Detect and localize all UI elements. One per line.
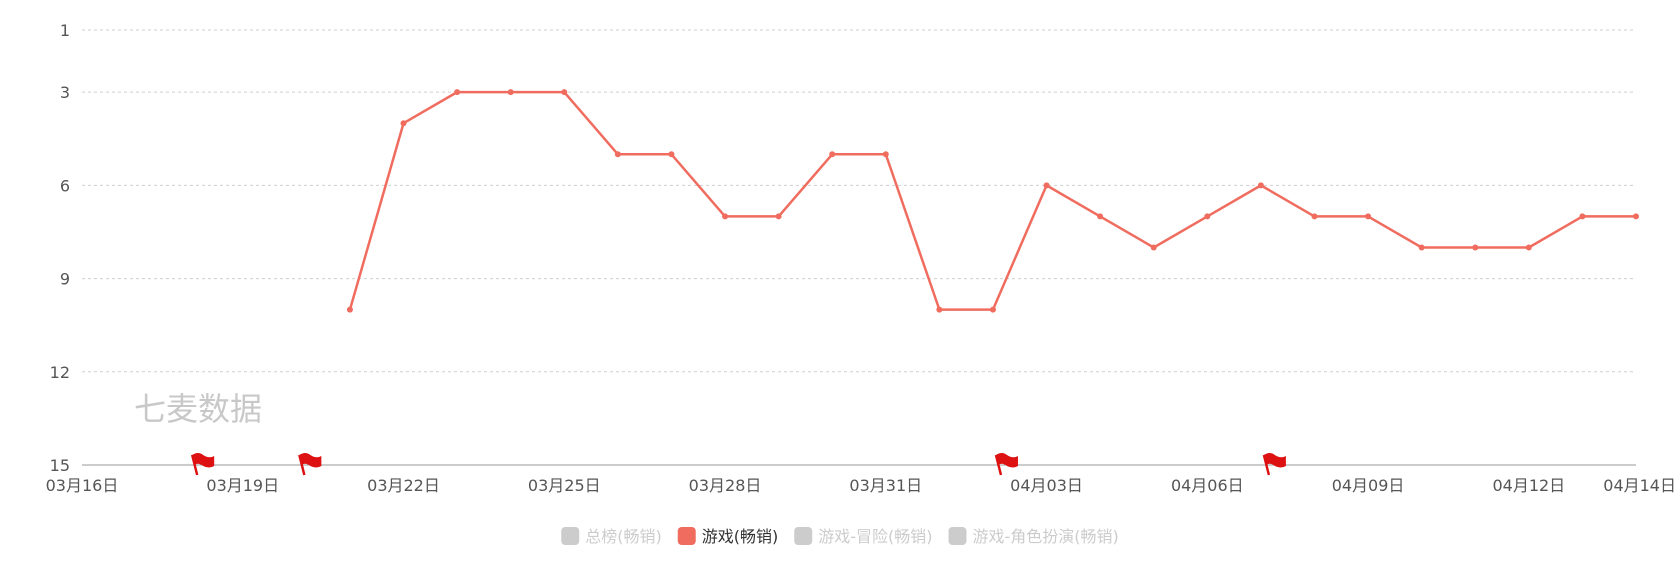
y-tick-label: 12 bbox=[50, 363, 70, 382]
event-flag-icon[interactable] bbox=[298, 453, 322, 476]
x-tick-label: 04月12日 bbox=[1492, 476, 1565, 495]
legend-swatch bbox=[561, 527, 580, 545]
data-point[interactable] bbox=[1525, 244, 1532, 251]
data-point[interactable] bbox=[346, 306, 353, 313]
legend-item[interactable]: 游戏-角色扮演(畅销) bbox=[948, 527, 1119, 546]
legend-label: 游戏-冒险(畅销) bbox=[818, 527, 932, 546]
legend-label: 游戏(畅销) bbox=[702, 527, 779, 546]
data-point[interactable] bbox=[1579, 213, 1586, 220]
x-tick-label: 04月03日 bbox=[1010, 476, 1083, 495]
data-point[interactable] bbox=[775, 213, 782, 220]
y-tick-label: 15 bbox=[50, 456, 70, 475]
data-point[interactable] bbox=[1257, 182, 1264, 189]
data-point[interactable] bbox=[1472, 244, 1479, 251]
legend-label: 游戏-角色扮演(畅销) bbox=[973, 527, 1119, 546]
legend-swatch bbox=[948, 527, 967, 545]
legend-swatch bbox=[677, 527, 696, 545]
legend-label: 总榜(畅销) bbox=[585, 527, 662, 546]
data-point[interactable] bbox=[561, 89, 568, 96]
y-tick-label: 6 bbox=[60, 176, 70, 195]
legend: 总榜(畅销) 游戏(畅销) 游戏-冒险(畅销) 游戏-角色扮演(畅销) bbox=[561, 527, 1119, 546]
data-point[interactable] bbox=[1097, 213, 1104, 220]
x-tick-label: 04月06日 bbox=[1171, 476, 1244, 495]
event-flag-icon[interactable] bbox=[1262, 453, 1286, 476]
series-line bbox=[348, 90, 1636, 311]
data-point[interactable] bbox=[1043, 182, 1050, 189]
watermark: 七麦数据 bbox=[134, 390, 262, 428]
data-point[interactable] bbox=[1418, 244, 1425, 251]
data-point[interactable] bbox=[1150, 244, 1157, 251]
x-tick-label: 03月19日 bbox=[206, 476, 279, 495]
x-tick-label: 03月16日 bbox=[46, 476, 119, 495]
data-point[interactable] bbox=[829, 151, 836, 158]
event-flag-icon[interactable] bbox=[994, 453, 1018, 476]
x-tick-label: 04月14日 bbox=[1603, 476, 1676, 495]
y-axis-ticks: 1 3 6 9 12 15 bbox=[50, 21, 70, 475]
grid-lines bbox=[82, 29, 1636, 373]
event-flags bbox=[190, 453, 1286, 476]
data-point[interactable] bbox=[1365, 213, 1372, 220]
data-point[interactable] bbox=[1204, 213, 1211, 220]
data-point[interactable] bbox=[936, 306, 943, 313]
event-flag-icon[interactable] bbox=[190, 453, 215, 476]
data-point[interactable] bbox=[989, 306, 996, 313]
y-tick-label: 1 bbox=[60, 21, 70, 40]
data-point[interactable] bbox=[454, 89, 461, 96]
data-point[interactable] bbox=[614, 151, 621, 158]
legend-item[interactable]: 总榜(畅销) bbox=[561, 527, 662, 546]
x-tick-label: 03月25日 bbox=[528, 476, 601, 495]
legend-item[interactable]: 游戏-冒险(畅销) bbox=[794, 527, 933, 546]
data-point[interactable] bbox=[400, 120, 407, 127]
legend-swatch bbox=[794, 527, 813, 545]
data-point[interactable] bbox=[507, 89, 514, 96]
x-tick-label: 03月28日 bbox=[689, 476, 762, 495]
data-point[interactable] bbox=[882, 151, 889, 158]
y-tick-label: 9 bbox=[60, 270, 70, 289]
data-point[interactable] bbox=[668, 151, 675, 158]
data-point[interactable] bbox=[1633, 213, 1639, 220]
x-axis-ticks: 03月16日 03月19日 03月22日 03月25日 03月28日 03月31日 04月0… bbox=[46, 476, 1676, 495]
x-tick-label: 03月22日 bbox=[367, 476, 440, 495]
series-layer bbox=[346, 89, 1639, 313]
data-point[interactable] bbox=[722, 213, 729, 220]
data-point[interactable] bbox=[1311, 213, 1318, 220]
x-tick-label: 03月31日 bbox=[849, 476, 922, 495]
y-tick-label: 3 bbox=[60, 83, 70, 102]
x-tick-label: 04月09日 bbox=[1332, 476, 1405, 495]
legend-item[interactable]: 游戏(畅销) bbox=[677, 527, 779, 546]
